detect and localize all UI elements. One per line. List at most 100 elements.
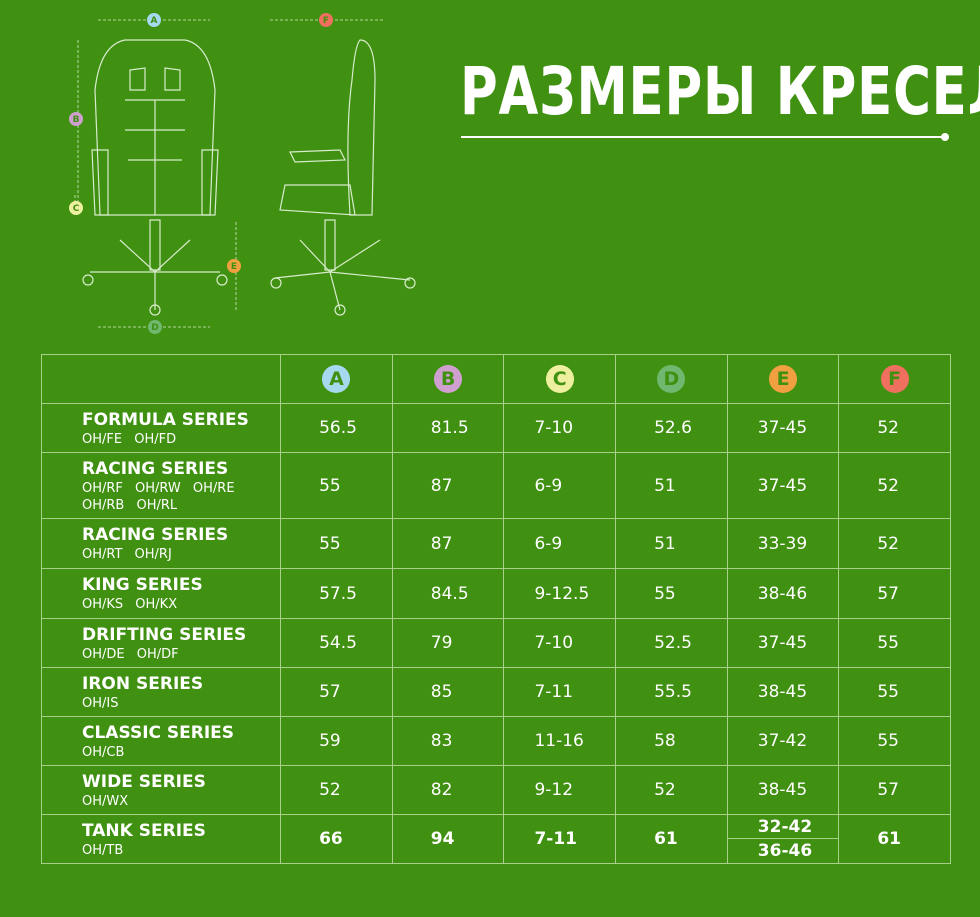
table-row: FORMULA SERIES OH/FE OH/FD 56.5 81.5 7-10 52.… bbox=[40, 403, 951, 453]
dimension-badge-e: E bbox=[769, 365, 798, 393]
dimension-badge-c: C bbox=[545, 365, 574, 393]
series-cell: WIDE SERIES OH/WX bbox=[40, 765, 282, 815]
value-cell-e: 38-46 bbox=[726, 568, 840, 619]
value-cell-a: 66 bbox=[280, 814, 393, 864]
svg-text:E: E bbox=[231, 262, 237, 272]
value-cell-e: 37-45 bbox=[726, 618, 840, 668]
value-cell-b: 87 bbox=[391, 452, 505, 519]
dimension-badge-a: A bbox=[322, 365, 351, 393]
chair-front-view bbox=[82, 39, 228, 316]
value-cell-f: 52 bbox=[838, 452, 951, 519]
table-header-row: A B C D E F bbox=[40, 354, 951, 404]
value-cell-c: 11-16 bbox=[503, 716, 617, 766]
value-cell-d: 51 bbox=[615, 452, 728, 519]
svg-text:C: C bbox=[73, 204, 80, 214]
value-cell-e-split: 32-42 36-46 bbox=[726, 814, 840, 864]
svg-text:A: A bbox=[151, 16, 158, 26]
series-name: KING SERIES bbox=[82, 575, 203, 595]
table-row: TANK SERIES OH/TB 66 94 7-11 61 32-42 36-46 61 bbox=[40, 814, 951, 864]
svg-text:D: D bbox=[151, 323, 158, 333]
series-cell: RACING SERIES OH/RF OH/RW OH/RE OH/RB OH/… bbox=[40, 452, 282, 519]
value-cell-b: 85 bbox=[391, 667, 505, 717]
value-cell-d: 55.5 bbox=[615, 667, 728, 717]
label-b-marker bbox=[69, 112, 83, 126]
model-codes: OH/FE OH/FD bbox=[82, 431, 177, 447]
value-cell-c: 9-12 bbox=[503, 765, 617, 815]
value-cell-f: 52 bbox=[838, 518, 951, 569]
series-name: WIDE SERIES bbox=[82, 771, 206, 792]
table-row: RACING SERIES OH/RT OH/RJ 55 87 6-9 51 33-39 52 bbox=[40, 518, 951, 569]
value-cell-c: 6-9 bbox=[503, 518, 617, 569]
label-c-marker bbox=[69, 201, 83, 215]
value-cell-f: 55 bbox=[838, 716, 951, 766]
series-name: TANK SERIES bbox=[82, 820, 206, 841]
series-name: RACING SERIES bbox=[82, 525, 229, 545]
value-cell-a: 52 bbox=[280, 765, 393, 815]
series-name: CLASSIC SERIES bbox=[82, 722, 235, 743]
value-cell-e: 37-42 bbox=[726, 716, 840, 766]
value-cell-e: 37-45 bbox=[726, 403, 840, 453]
model-codes: OH/RF OH/RW OH/RE OH/RB OH/RL bbox=[82, 480, 235, 513]
series-cell: RACING SERIES OH/RT OH/RJ bbox=[40, 518, 282, 569]
value-cell-d: 55 bbox=[615, 568, 728, 619]
value-cell-d: 58 bbox=[615, 716, 728, 766]
header-empty-cell bbox=[40, 354, 282, 404]
label-d-marker bbox=[148, 320, 162, 334]
chair-side-view bbox=[270, 39, 416, 316]
series-cell: FORMULA SERIES OH/FE OH/FD bbox=[40, 403, 282, 453]
model-codes: OH/IS bbox=[82, 695, 119, 711]
title-underline-dot bbox=[941, 133, 949, 141]
header-col-a: A bbox=[280, 354, 393, 404]
model-codes: OH/WX bbox=[82, 793, 129, 809]
value-cell-f: 57 bbox=[838, 765, 951, 815]
header-col-b: B bbox=[391, 354, 505, 404]
header-col-f: F bbox=[838, 354, 951, 404]
label-e-marker bbox=[227, 259, 241, 273]
title-underline bbox=[461, 136, 945, 138]
value-cell-d: 52.5 bbox=[615, 618, 728, 668]
value-cell-b: 82 bbox=[391, 765, 505, 815]
value-cell-e: 38-45 bbox=[726, 667, 840, 717]
value-cell-d: 52 bbox=[615, 765, 728, 815]
series-cell: CLASSIC SERIES OH/CB bbox=[40, 716, 282, 766]
value-cell-e: 38-45 bbox=[726, 765, 840, 815]
dimension-badge-f: F bbox=[880, 365, 909, 393]
header-col-e: E bbox=[726, 354, 840, 404]
value-cell-f: 61 bbox=[838, 814, 951, 864]
table-row: IRON SERIES OH/IS 57 85 7-11 55.5 38-45 55 bbox=[40, 667, 951, 717]
model-codes: OH/RT OH/RJ bbox=[82, 547, 172, 562]
label-a-marker bbox=[147, 13, 161, 27]
model-codes: OH/KS OH/KX bbox=[82, 597, 178, 612]
value-cell-d: 61 bbox=[615, 814, 728, 864]
value-cell-f: 57 bbox=[838, 568, 951, 619]
dimension-badge-b: B bbox=[434, 365, 463, 393]
value-cell-a: 55 bbox=[280, 518, 393, 569]
value-cell-a: 54.5 bbox=[280, 618, 393, 668]
value-cell-f: 55 bbox=[838, 667, 951, 717]
value-cell-a: 57.5 bbox=[280, 568, 393, 619]
value-cell-d: 51 bbox=[615, 518, 728, 569]
series-name: FORMULA SERIES bbox=[82, 409, 249, 430]
model-codes: OH/DE OH/DF bbox=[82, 646, 179, 662]
svg-text:B: B bbox=[73, 115, 80, 125]
value-cell-e: 33-39 bbox=[726, 518, 840, 569]
value-cell-b: 94 bbox=[391, 814, 505, 864]
header-col-d: D bbox=[615, 354, 728, 404]
value-cell-d: 52.6 bbox=[615, 403, 728, 453]
value-cell-a: 59 bbox=[280, 716, 393, 766]
label-f-marker bbox=[319, 13, 333, 27]
series-name: RACING SERIES bbox=[82, 458, 229, 479]
value-cell-e: 37-45 bbox=[726, 452, 840, 519]
model-codes: OH/CB bbox=[82, 744, 125, 760]
value-e-second: 36-46 bbox=[757, 841, 813, 861]
value-cell-b: 87 bbox=[391, 518, 505, 569]
table-row: RACING SERIES OH/RF OH/RW OH/RE OH/RB OH/… bbox=[40, 452, 951, 519]
header-col-c: C bbox=[503, 354, 617, 404]
series-cell: TANK SERIES OH/TB bbox=[40, 814, 282, 864]
value-cell-a: 57 bbox=[280, 667, 393, 717]
value-cell-f: 52 bbox=[838, 403, 951, 453]
value-cell-a: 56.5 bbox=[280, 403, 393, 453]
value-cell-c: 7-10 bbox=[503, 618, 617, 668]
value-cell-c: 7-11 bbox=[503, 814, 617, 864]
